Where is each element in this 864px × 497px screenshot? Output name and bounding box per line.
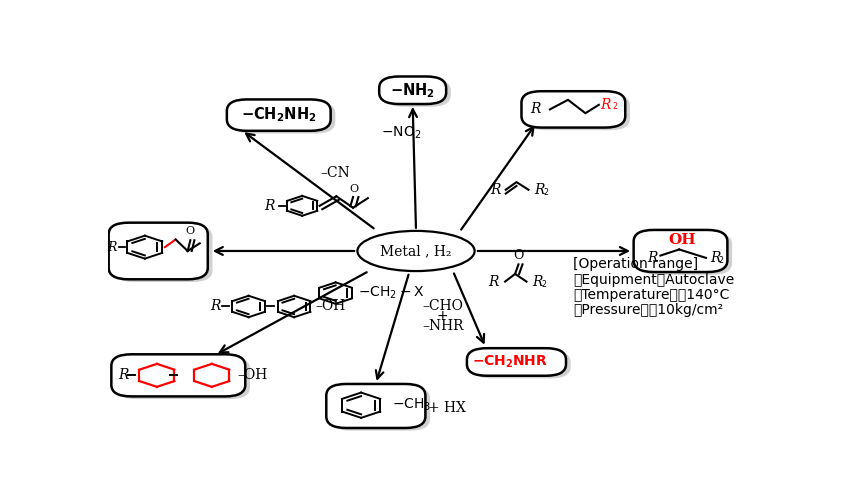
Text: $_2$: $_2$ [612, 101, 618, 113]
Text: R: R [490, 183, 500, 197]
Text: R: R [107, 241, 117, 253]
Text: $\mathbf{-NH_2}$: $\mathbf{-NH_2}$ [391, 81, 435, 99]
Text: O: O [186, 227, 195, 237]
Text: ・Temperature：～140°C: ・Temperature：～140°C [574, 288, 730, 302]
Text: $_2$: $_2$ [718, 255, 724, 267]
Text: –NHR: –NHR [422, 319, 464, 332]
FancyBboxPatch shape [633, 230, 727, 272]
FancyBboxPatch shape [379, 77, 446, 104]
FancyBboxPatch shape [384, 79, 451, 107]
Text: R: R [530, 101, 541, 116]
FancyBboxPatch shape [638, 233, 732, 275]
Text: –OH: –OH [315, 300, 346, 314]
FancyBboxPatch shape [116, 357, 250, 399]
Text: ・Equipment：Autoclave: ・Equipment：Autoclave [574, 273, 734, 287]
Text: + HX: + HX [428, 401, 466, 415]
FancyBboxPatch shape [331, 387, 430, 431]
Text: O: O [513, 248, 524, 262]
Text: [Operation range]: [Operation range] [574, 257, 698, 271]
FancyBboxPatch shape [109, 223, 207, 279]
Text: $-\mathrm{NO_2}$: $-\mathrm{NO_2}$ [381, 124, 422, 141]
Text: R: R [488, 275, 499, 289]
Text: R: R [600, 98, 611, 112]
FancyBboxPatch shape [227, 99, 331, 131]
Text: $\mathbf{-CH_2NH_2}$: $\mathbf{-CH_2NH_2}$ [241, 106, 316, 124]
Text: $\mathrm{-CH_2-X}$: $\mathrm{-CH_2-X}$ [359, 285, 425, 301]
FancyBboxPatch shape [472, 351, 571, 378]
Text: ・Pressure：～10kg/cm²: ・Pressure：～10kg/cm² [574, 303, 723, 317]
Text: $_2$: $_2$ [543, 186, 550, 199]
Text: R: R [534, 183, 544, 197]
Text: $_2$: $_2$ [541, 278, 548, 291]
Text: R: R [647, 251, 658, 265]
FancyBboxPatch shape [113, 225, 213, 282]
Text: –CHO: –CHO [422, 300, 463, 314]
Text: Metal , H₂: Metal , H₂ [380, 244, 452, 258]
Text: R: R [118, 368, 129, 382]
Text: OH: OH [669, 233, 696, 248]
Text: –OH: –OH [238, 368, 268, 382]
Text: $-\mathrm{CH_3}$: $-\mathrm{CH_3}$ [392, 397, 431, 414]
FancyBboxPatch shape [467, 348, 566, 376]
FancyBboxPatch shape [327, 384, 425, 428]
FancyBboxPatch shape [232, 102, 335, 134]
Text: R: R [532, 275, 543, 289]
Text: R: R [210, 300, 220, 314]
FancyBboxPatch shape [111, 354, 245, 397]
FancyBboxPatch shape [522, 91, 626, 128]
Text: R: R [710, 251, 721, 265]
FancyBboxPatch shape [526, 94, 630, 130]
Text: O: O [350, 184, 359, 194]
Text: $\mathbf{-CH_2NHR}$: $\mathbf{-CH_2NHR}$ [472, 354, 548, 370]
Text: –CN: –CN [321, 166, 351, 179]
Text: R: R [264, 199, 275, 213]
Text: +: + [437, 309, 448, 323]
Ellipse shape [358, 231, 474, 271]
